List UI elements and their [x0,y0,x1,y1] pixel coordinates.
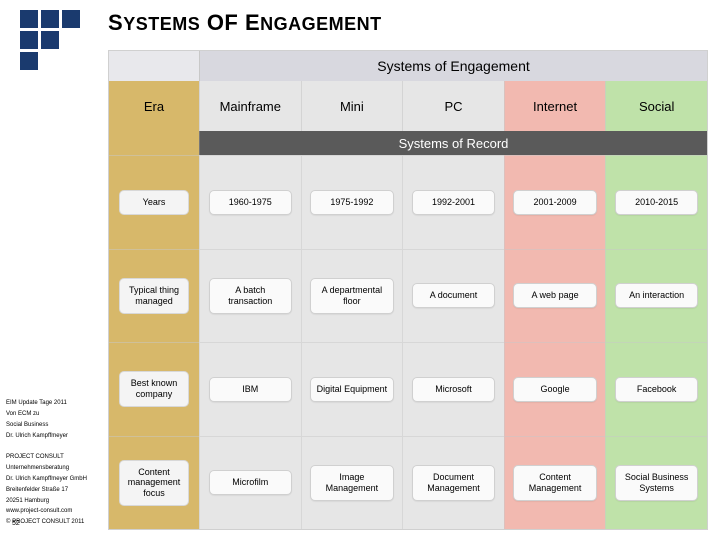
main-content: SYSTEMS OF ENGAGEMENT Systems of Engagem… [100,0,720,540]
table-cell: 1992-2001 [402,155,504,249]
column-header-era: Era [109,81,199,131]
table-cell: Digital Equipment [301,342,403,436]
table-cell: Social Business Systems [605,436,707,530]
era-row: EraMainframeMiniPCInternetSocial [109,81,707,131]
row-label: Best known company [109,342,199,436]
table-row: Typical thing managedA batch transaction… [109,249,707,343]
table-cell: Facebook [605,342,707,436]
table-cell: Image Management [301,436,403,530]
page-title: SYSTEMS OF ENGAGEMENT [108,10,708,36]
column-header-mainframe: Mainframe [199,81,301,131]
row-label: Typical thing managed [109,249,199,343]
column-header-social: Social [605,81,707,131]
sidebar-credits: EIM Update Tage 2011 Von ECM zu Social B… [6,400,94,530]
table-cell: A document [402,249,504,343]
data-rows: Years1960-19751975-19921992-20012001-200… [109,155,707,529]
table-cell: 2010-2015 [605,155,707,249]
column-header-pc: PC [402,81,504,131]
table-cell: A departmental floor [301,249,403,343]
column-header-internet: Internet [504,81,606,131]
record-header-row: Systems of Record [109,131,707,155]
table-cell: Google [504,342,606,436]
row-label: Content management focus [109,436,199,530]
table-cell: An interaction [605,249,707,343]
table-cell: Microsoft [402,342,504,436]
page-number: 52 [12,519,20,528]
table-cell: Content Management [504,436,606,530]
engagement-header-row: Systems of Engagement [109,51,707,81]
table-row: Best known companyIBMDigital EquipmentMi… [109,342,707,436]
table-cell: IBM [199,342,301,436]
table-cell: 1975-1992 [301,155,403,249]
table-cell: A web page [504,249,606,343]
table-cell: Document Management [402,436,504,530]
table-cell: 2001-2009 [504,155,606,249]
table-row: Years1960-19751975-19921992-20012001-200… [109,155,707,249]
table-cell: Microfilm [199,436,301,530]
table-row: Content management focusMicrofilmImage M… [109,436,707,530]
engagement-chart: Systems of Engagement EraMainframeMiniPC… [108,50,708,530]
column-header-mini: Mini [301,81,403,131]
record-header-label: Systems of Record [199,131,707,155]
table-cell: 1960-1975 [199,155,301,249]
logo [20,10,80,70]
sidebar: EIM Update Tage 2011 Von ECM zu Social B… [0,0,100,540]
engagement-header-label: Systems of Engagement [199,51,707,81]
row-label: Years [109,155,199,249]
table-cell: A batch transaction [199,249,301,343]
